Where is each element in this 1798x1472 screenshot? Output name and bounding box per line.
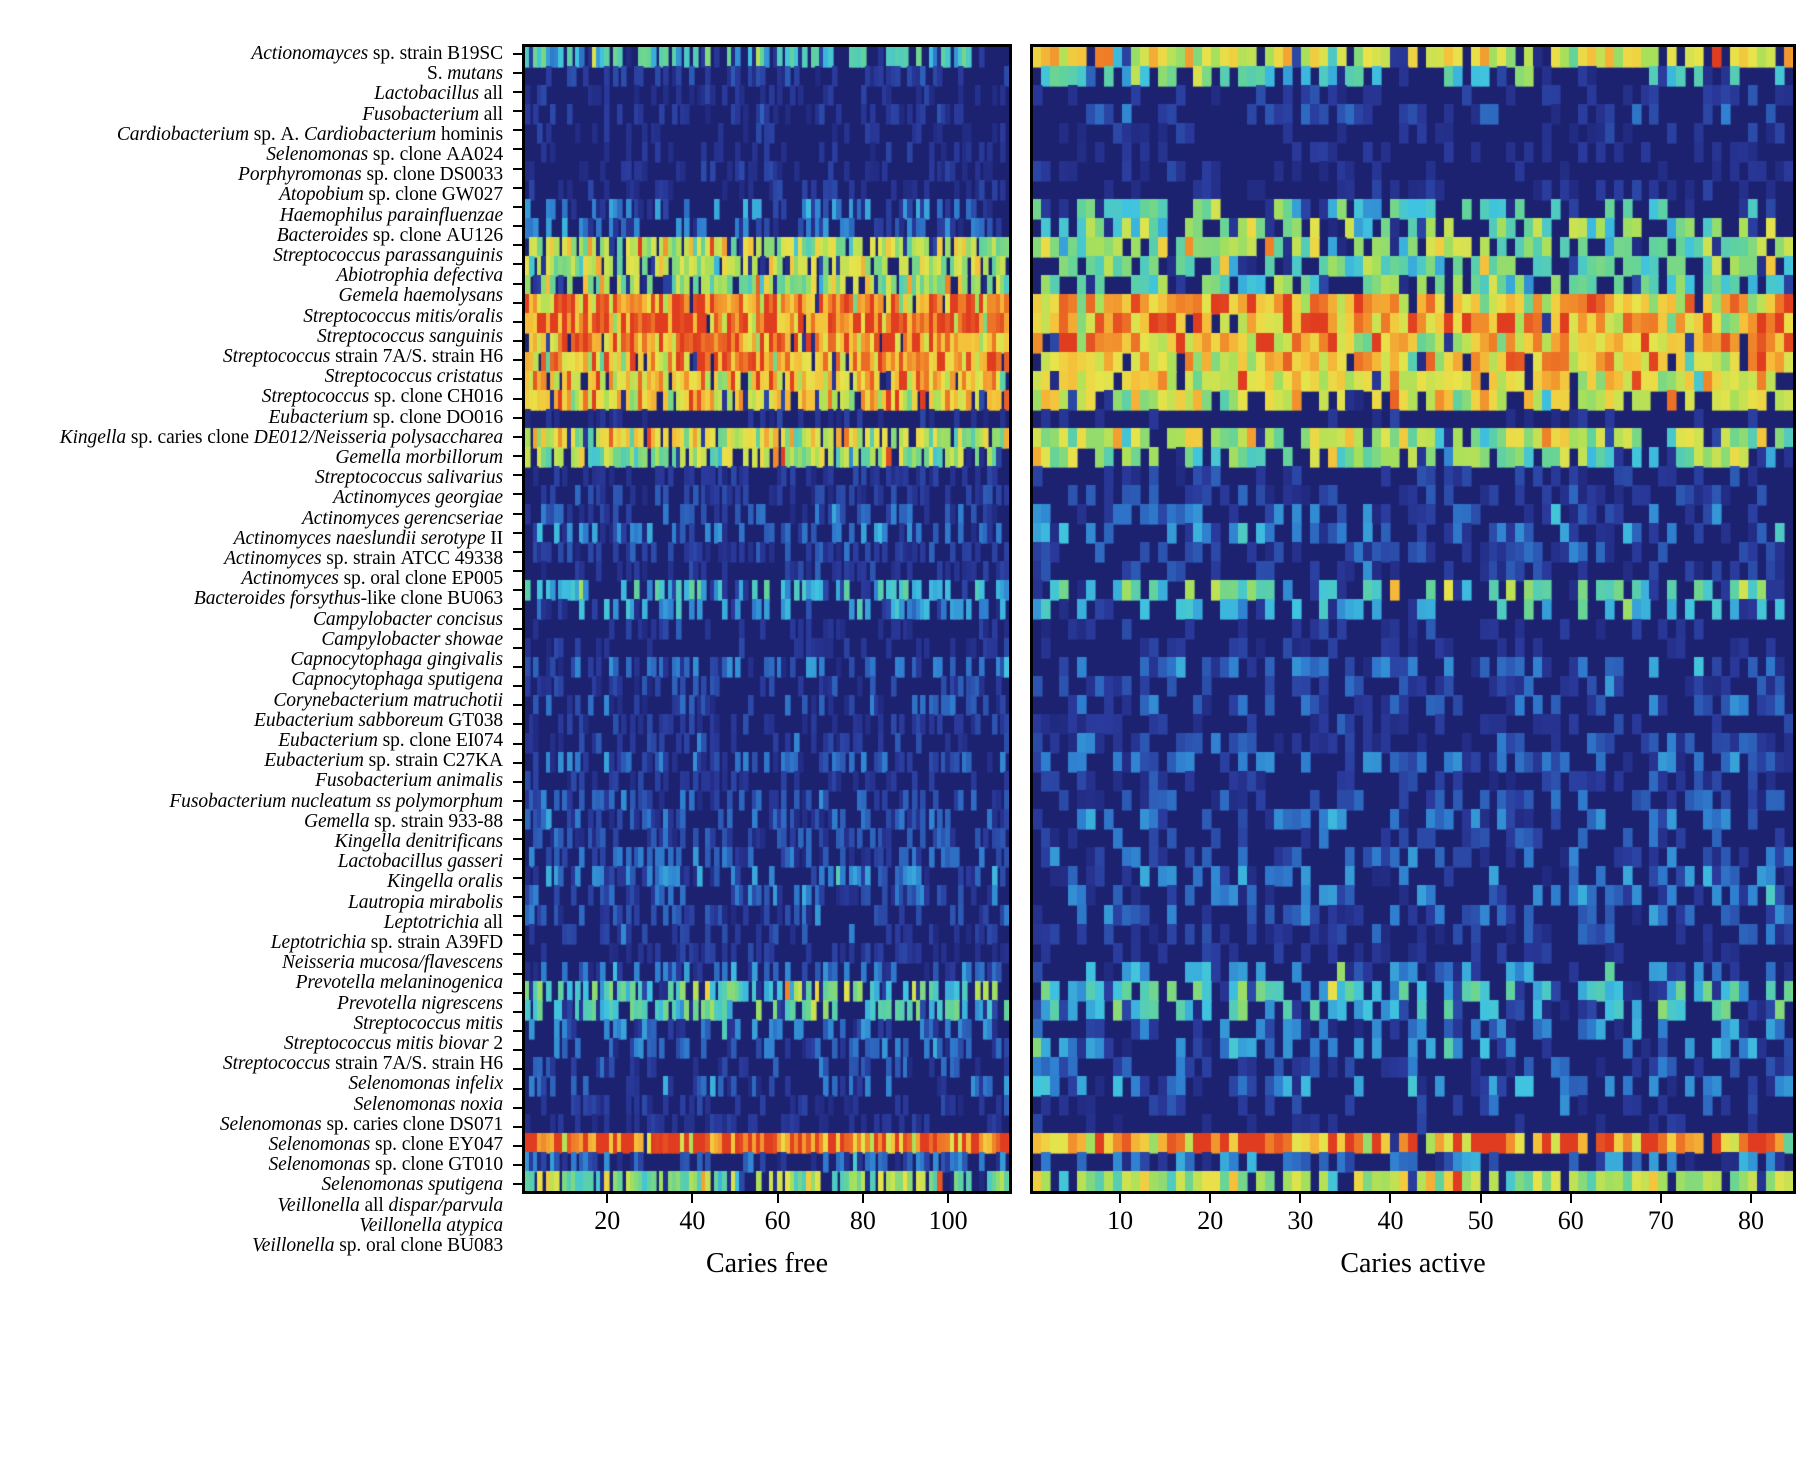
row-label: Corynebacterium matruchotii [273, 689, 503, 711]
row-label: Lactobacillus all [374, 83, 503, 105]
row-label: Eubacterium sp. clone EI074 [278, 729, 503, 751]
x-tick-label: 80 [849, 1206, 876, 1235]
x-tick [1479, 1194, 1482, 1203]
row-label: Actinomyces naeslundii serotype II [233, 527, 503, 549]
row-label: Streptococcus mitis [353, 1012, 503, 1034]
x-tick [1749, 1194, 1752, 1203]
row-label: Kingella oralis [386, 871, 503, 893]
row-label: Neisseria mucosa/flavescens [282, 952, 503, 974]
heatmap-panel-caries-active [1030, 44, 1796, 1194]
row-label: Atopobium sp. clone GW027 [279, 184, 503, 206]
row-label: Streptococcus strain 7A/S. strain H6 [222, 1053, 503, 1075]
row-label: Eubacterium sabboreum GT038 [254, 709, 503, 731]
row-label: Streptococcus mitis/oralis [303, 305, 503, 327]
row-label: Capnocytophaga sputigena [291, 669, 503, 691]
row-label: Veillonella sp. oral clone BU083 [252, 1234, 503, 1256]
row-label: Actinomyces gerencseriae [302, 507, 503, 529]
row-label: Streptococcus parassanguinis [273, 245, 503, 267]
x-tick [1389, 1194, 1392, 1203]
x-tick [776, 1194, 779, 1203]
row-label: Selenomonas noxia [353, 1093, 504, 1115]
row-label: Streptococcus sanguinis [317, 325, 503, 347]
row-label: Leptotrichia all [383, 911, 503, 933]
x-tick-label: 100 [928, 1206, 968, 1235]
row-label: Campylobacter concisus [312, 608, 503, 630]
row-label: Cardiobacterium sp. A. Cardiobacterium h… [116, 123, 503, 145]
row-label: Streptococcus salivarius [314, 467, 503, 489]
row-label: Lautropia mirabolis [347, 891, 503, 913]
x-tick-label: 60 [764, 1206, 791, 1235]
x-tick-label: 30 [1287, 1206, 1314, 1235]
x-tick-label: 20 [594, 1206, 621, 1235]
x-tick-label: 10 [1107, 1206, 1134, 1235]
row-label: Prevotella nigrescens [337, 992, 503, 1014]
row-label: Streptococcus mitis biovar 2 [283, 1032, 503, 1054]
row-label: Haemophilus parainfluenzae [279, 204, 503, 226]
row-label: Veillonella atypica [359, 1214, 503, 1236]
row-label: Eubacterium sp. clone DO016 [268, 406, 503, 428]
row-label: Streptococcus cristatus [324, 366, 504, 388]
row-label: Gemela haemolysans [338, 285, 504, 307]
row-label: Leptotrichia sp. strain A39FD [270, 931, 503, 953]
row-label: Bacteroides sp. clone AU126 [276, 224, 503, 246]
row-label: Capnocytophaga gingivalis [290, 649, 503, 671]
row-label: Fusobacterium all [362, 103, 503, 125]
row-label: Kingella denitrificans [334, 830, 504, 852]
axis-title-caries-active: Caries active [1340, 1248, 1486, 1279]
x-tick [1659, 1194, 1662, 1203]
row-label: Selenomonas sp. clone EY047 [268, 1133, 503, 1155]
row-label: Gemella sp. strain 933-88 [303, 810, 503, 832]
row-label: Campylobacter showae [321, 628, 503, 650]
row-label: Selenomonas sp. caries clone DS071 [219, 1113, 503, 1135]
row-label: Actinomyces sp. strain ATCC 49338 [224, 548, 503, 570]
x-tick [606, 1194, 609, 1203]
axis-title-caries-free: Caries free [705, 1248, 829, 1279]
row-label: Selenomonas sp. clone AA024 [266, 144, 503, 166]
x-tick-label: 20 [1197, 1206, 1224, 1235]
row-label: Streptococcus strain 7A/S. strain H6 [222, 346, 503, 368]
row-label-column: Actionomayces sp. strain B19SC S. mutans L… [0, 43, 512, 1255]
row-label: Gemella morbillorum [335, 447, 503, 469]
row-label: Kingella sp. caries clone DE012/Neisseri… [59, 426, 503, 448]
x-tick [1299, 1194, 1302, 1203]
x-tick-label: 70 [1647, 1206, 1674, 1235]
heatmap-canvas-caries-free [525, 47, 1009, 1191]
row-label: Porphyromonas sp. clone DS0033 [238, 164, 503, 186]
row-label: Lactobacillus gasseri [337, 851, 503, 873]
row-label: Streptococcus sp. clone CH016 [261, 386, 503, 408]
x-tick-label: 40 [1377, 1206, 1404, 1235]
heatmap-canvas-caries-active [1033, 47, 1793, 1191]
x-tick-label: 60 [1557, 1206, 1584, 1235]
x-tick [861, 1194, 864, 1203]
row-label: Actionomayces sp. strain B19SC [251, 43, 503, 64]
row-label: Fusobacterium animalis [315, 770, 503, 792]
x-tick-label: 50 [1467, 1206, 1494, 1235]
heatmap-panel-caries-free [522, 44, 1012, 1194]
x-tick-label: 80 [1737, 1206, 1764, 1235]
row-label: Veillonella all dispar/parvula [277, 1194, 503, 1216]
x-tick [1209, 1194, 1212, 1203]
row-label: Selenomonas sp. clone GT010 [268, 1154, 503, 1176]
x-tick [947, 1194, 950, 1203]
row-label: Fusobacterium nucleatum ss polymorphum [169, 790, 503, 812]
x-axis-caries-active: Caries active 10 20 30 40 50 60 70 80 [1030, 1194, 1796, 1279]
row-label: Actinomyces sp. oral clone EP005 [241, 568, 503, 590]
x-tick [1119, 1194, 1122, 1203]
x-tick [691, 1194, 694, 1203]
x-tick-label: 40 [679, 1206, 706, 1235]
row-label: Bacteroides forsythus-like clone BU063 [193, 588, 503, 610]
x-tick [1569, 1194, 1572, 1203]
x-axis-caries-free: Caries free 20 40 60 80 100 [522, 1194, 1012, 1279]
row-label: Actinomyces georgiae [332, 487, 503, 509]
row-label: Selenomonas infelix [348, 1073, 503, 1095]
row-label: Selenomonas sputigena [321, 1174, 503, 1196]
row-label: Eubacterium sp. strain C27KA [264, 750, 503, 772]
row-label: Prevotella melaninogenica [295, 972, 504, 994]
row-label: Abiotrophia defectiva [336, 265, 503, 287]
row-label: S. mutans [426, 63, 503, 85]
